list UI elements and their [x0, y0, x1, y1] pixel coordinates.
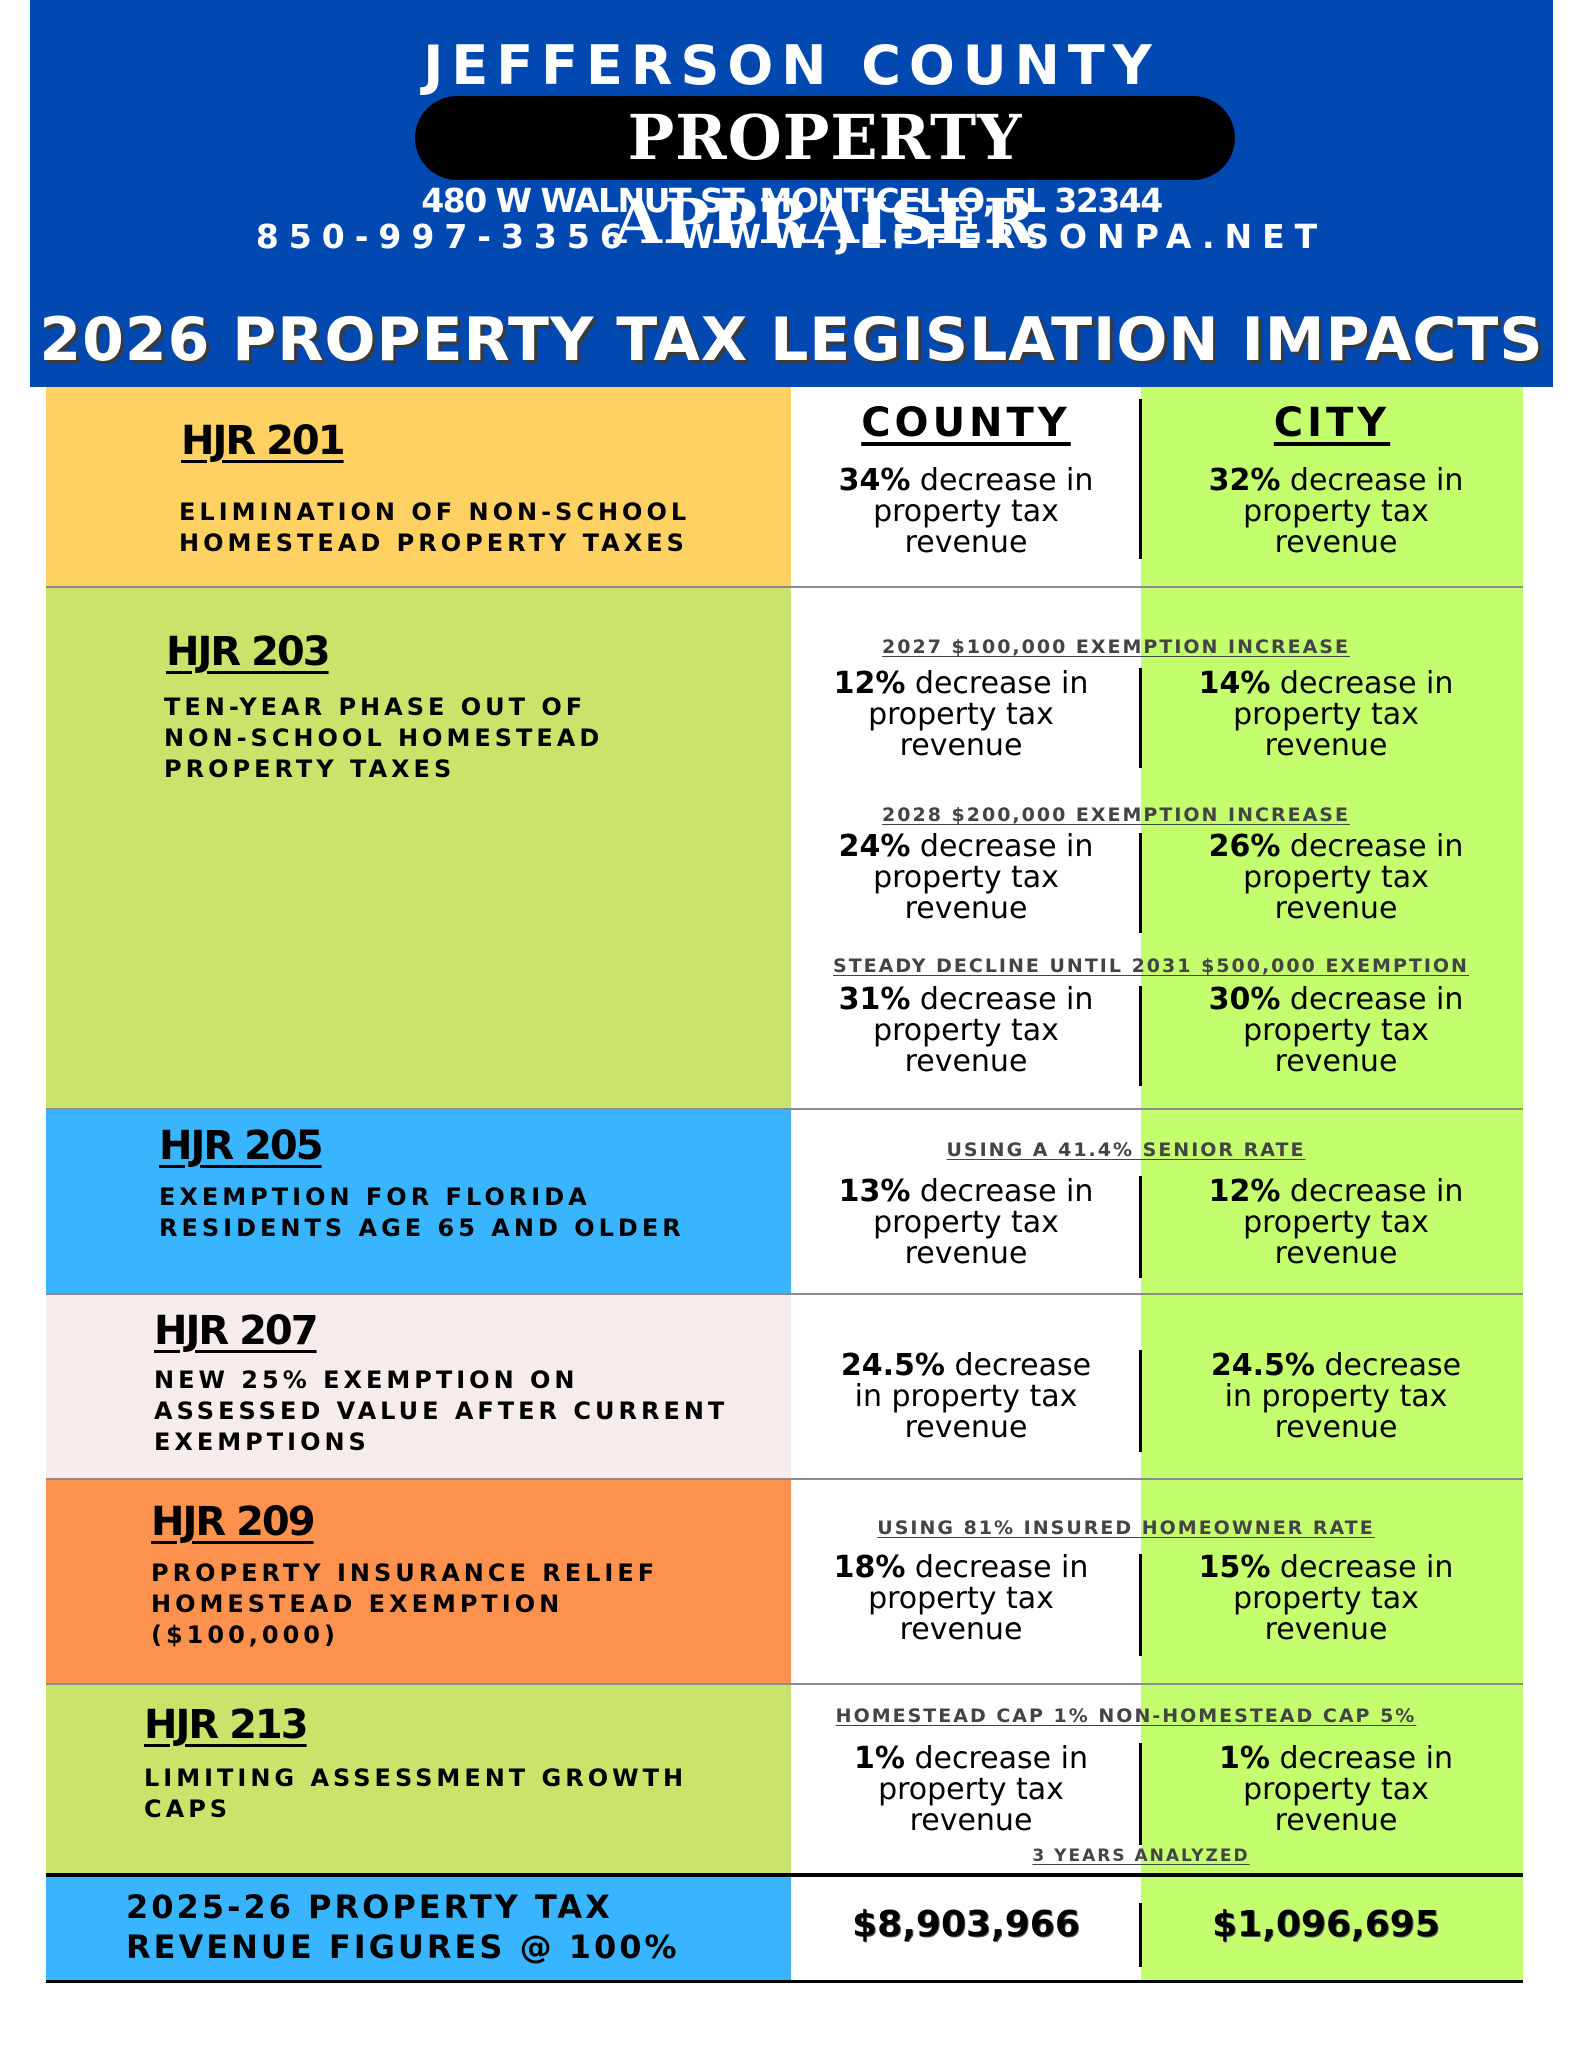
- hjr-number: HJR 205: [159, 1123, 324, 1169]
- county-cell: [791, 1877, 1187, 1980]
- office-title: PROPERTY APPRAISER: [613, 101, 1037, 258]
- row-label-cell: [46, 1295, 791, 1478]
- hjr-description: PROPERTY INSURANCE RELIEF HOMESTEAD EXEM…: [151, 1559, 659, 1649]
- legislation-impact-table: HJR 201 ELIMINATION OF NON-SCHOOL HOMEST…: [46, 387, 1523, 1983]
- office-title-pill: PROPERTY APPRAISER: [415, 96, 1235, 258]
- row-label-cell: [46, 1110, 791, 1293]
- city-impact: 1% decrease in property tax revenue: [1219, 1741, 1453, 1838]
- row-divider: [46, 586, 1523, 588]
- row-label-cell: [46, 588, 791, 1108]
- scenario-note: USING A 41.4% SENIOR RATE: [946, 1139, 1306, 1161]
- county-impact: 13% decrease in property tax revenue: [838, 1174, 1094, 1271]
- column-divider: [1139, 399, 1142, 559]
- table-row-hjr207: HJR 207 NEW 25% EXEMPTION ON ASSESSED VA…: [46, 1295, 1523, 1478]
- county-column-header: COUNTY: [861, 400, 1071, 446]
- county-cell: [791, 1480, 1187, 1683]
- column-divider: [1139, 1743, 1142, 1845]
- column-divider: [1139, 1350, 1142, 1452]
- column-divider: [1139, 668, 1142, 768]
- county-impact: 24.5% decrease in property tax revenue: [840, 1348, 1092, 1445]
- table-row-totals: 2025-26 PROPERTY TAX REVENUE FIGURES @ 1…: [46, 1877, 1523, 1980]
- city-impact: 12% decrease in property tax revenue: [1208, 1174, 1464, 1271]
- county-impact: 18% decrease in property tax revenue: [833, 1550, 1089, 1647]
- hjr-number: HJR 203: [166, 629, 331, 675]
- county-impact: 24% decrease in property tax revenue: [838, 829, 1094, 926]
- city-impact: 24.5% decrease in property tax revenue: [1210, 1348, 1462, 1445]
- column-divider: [1139, 1176, 1142, 1278]
- hjr-number: HJR 209: [151, 1499, 316, 1545]
- header-banner: JEFFERSON COUNTY PROPERTY APPRAISER 480 …: [30, 0, 1553, 387]
- footnote: 3 YEARS ANALYZED: [1032, 1846, 1250, 1866]
- row-label-cell: [46, 387, 791, 587]
- hjr-description: ELIMINATION OF NON-SCHOOL HOMESTEAD PROP…: [179, 498, 691, 557]
- city-cell: [1141, 387, 1523, 587]
- city-column-header: CITY: [1273, 400, 1391, 446]
- table-bottom-border: [46, 1980, 1523, 1983]
- column-divider: [1139, 1903, 1142, 1967]
- scenario-note: 2028 $200,000 EXEMPTION INCREASE: [882, 804, 1350, 826]
- column-divider: [1139, 986, 1142, 1086]
- table-row-hjr205: HJR 205 EXEMPTION FOR FLORIDA RESIDENTS …: [46, 1110, 1523, 1293]
- hjr-number: HJR 201: [181, 418, 346, 464]
- city-impact: 15% decrease in property tax revenue: [1198, 1550, 1454, 1647]
- city-impact: 30% decrease in property tax revenue: [1208, 982, 1464, 1079]
- scenario-note: STEADY DECLINE UNTIL 2031 $500,000 EXEMP…: [833, 955, 1469, 977]
- column-divider: [1139, 1554, 1142, 1656]
- scenario-note: USING 81% INSURED HOMEOWNER RATE: [877, 1517, 1375, 1539]
- city-cell: [1141, 1685, 1523, 1873]
- totals-label-cell: [46, 1877, 791, 1980]
- row-divider: [46, 1108, 1523, 1110]
- totals-divider: [46, 1873, 1523, 1877]
- row-label-cell: [46, 1480, 791, 1683]
- county-impact: 34% decrease in property tax revenue: [838, 463, 1094, 560]
- county-total: $8,903,966: [852, 1904, 1080, 1945]
- table-row-hjr203: HJR 203 TEN-YEAR PHASE OUT OF NON-SCHOOL…: [46, 588, 1523, 1108]
- city-cell: [1141, 1480, 1523, 1683]
- county-impact: 31% decrease in property tax revenue: [838, 982, 1094, 1079]
- city-cell: [1141, 1110, 1523, 1293]
- city-total: $1,096,695: [1212, 1904, 1440, 1945]
- city-impact: 26% decrease in property tax revenue: [1208, 829, 1464, 926]
- row-label-cell: [46, 1685, 791, 1873]
- table-row-hjr209: HJR 209 PROPERTY INSURANCE RELIEF HOMEST…: [46, 1480, 1523, 1683]
- city-cell: [1141, 1877, 1523, 1980]
- row-divider: [46, 1293, 1523, 1295]
- column-divider: [1139, 833, 1142, 933]
- table-row-hjr201: HJR 201 ELIMINATION OF NON-SCHOOL HOMEST…: [46, 387, 1523, 587]
- hjr-description: NEW 25% EXEMPTION ON ASSESSED VALUE AFTE…: [154, 1366, 729, 1456]
- phone-number: 850-997-3356: [255, 217, 633, 256]
- county-impact: 1% decrease in property tax revenue: [854, 1741, 1088, 1838]
- hjr-number: HJR 213: [144, 1702, 309, 1748]
- totals-label: 2025-26 PROPERTY TAX REVENUE FIGURES @ 1…: [126, 1888, 680, 1966]
- city-cell: [1141, 1295, 1523, 1478]
- city-impact: 32% decrease in property tax revenue: [1208, 463, 1464, 560]
- county-cell: [791, 1685, 1187, 1873]
- contact-line: 850-997-3356 WWW.JEFFERSONPA.NET: [30, 216, 1553, 258]
- county-impact: 12% decrease in property tax revenue: [833, 666, 1089, 763]
- page-title: 2026 PROPERTY TAX LEGISLATION IMPACTS: [39, 305, 1544, 375]
- county-cell: [791, 387, 1187, 587]
- hjr-description: TEN-YEAR PHASE OUT OF NON-SCHOOL HOMESTE…: [164, 693, 604, 783]
- hjr-description: LIMITING ASSESSMENT GROWTH CAPS: [144, 1764, 688, 1823]
- hjr-description: EXEMPTION FOR FLORIDA RESIDENTS AGE 65 A…: [159, 1183, 685, 1242]
- row-divider: [46, 1478, 1523, 1480]
- city-impact: 14% decrease in property tax revenue: [1198, 666, 1454, 763]
- row-divider: [46, 1683, 1523, 1685]
- hjr-number: HJR 207: [154, 1308, 319, 1354]
- office-address: 480 W WALNUT ST, MONTICELLO, FL 32344: [421, 181, 1163, 220]
- county-name: JEFFERSON COUNTY: [423, 34, 1160, 97]
- county-cell: [791, 1295, 1187, 1478]
- scenario-note: 2027 $100,000 EXEMPTION INCREASE: [882, 636, 1350, 658]
- county-cell: [791, 588, 1187, 1108]
- county-cell: [791, 1110, 1187, 1293]
- city-cell: [1141, 588, 1523, 1108]
- table-row-hjr213: HJR 213 LIMITING ASSESSMENT GROWTH CAPS …: [46, 1685, 1523, 1873]
- website-link[interactable]: WWW.JEFFERSONPA.NET: [678, 217, 1328, 256]
- scenario-note: HOMESTEAD CAP 1% NON-HOMESTEAD CAP 5%: [835, 1705, 1417, 1727]
